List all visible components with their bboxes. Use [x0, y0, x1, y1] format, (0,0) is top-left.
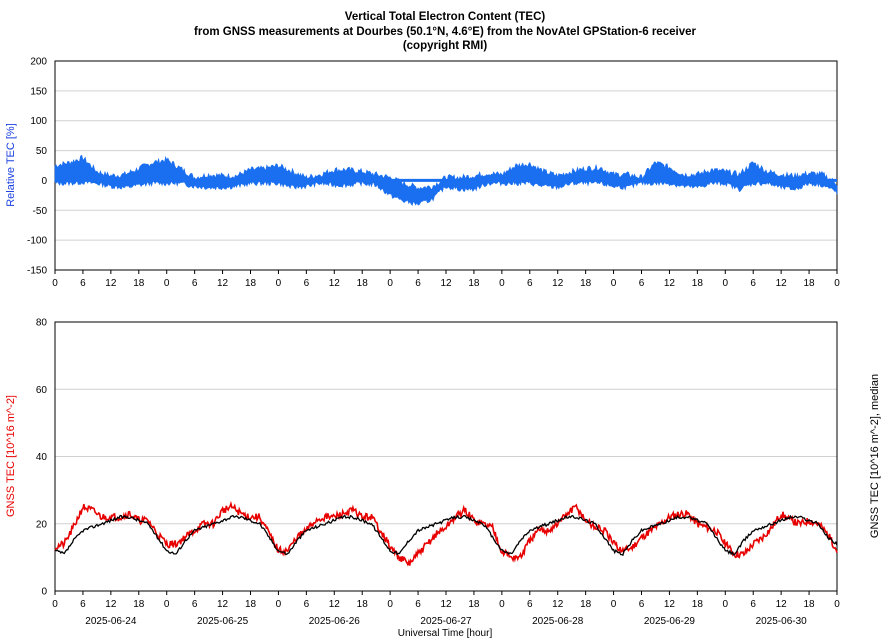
- x-tick-label: 6: [192, 278, 198, 289]
- gnss-tec-line: [54, 500, 838, 567]
- x-tick-label: 0: [723, 278, 729, 289]
- x-tick-label: 6: [80, 599, 86, 610]
- x-tick-label: 18: [580, 278, 592, 289]
- date-label: 2025-06-27: [420, 616, 472, 627]
- median-tec-line: [54, 514, 838, 557]
- x-tick-label: 18: [357, 599, 369, 610]
- gnss-median-ylabel: GNSS TEC [10^16 m^-2], median: [869, 374, 881, 538]
- x-tick-label: 6: [304, 599, 310, 610]
- x-tick-label: 18: [468, 278, 480, 289]
- date-label: 2025-06-28: [532, 616, 584, 627]
- x-tick-label: 18: [692, 278, 704, 289]
- plot-frame: [54, 321, 838, 592]
- x-tick-label: 18: [133, 599, 145, 610]
- y-tick-label: -150: [27, 266, 47, 277]
- x-tick-label: 12: [440, 278, 452, 289]
- x-tick-label: 12: [105, 599, 117, 610]
- x-tick-label: 12: [329, 599, 341, 610]
- date-label: 2025-06-30: [756, 616, 808, 627]
- x-tick-label: 12: [217, 278, 229, 289]
- x-tick-label: 12: [664, 278, 676, 289]
- x-tick-label: 6: [750, 278, 756, 289]
- x-tick-label: 0: [834, 599, 840, 610]
- y-tick-label: 100: [30, 116, 47, 127]
- chart-title-line1: Vertical Total Electron Content (TEC): [345, 11, 546, 23]
- y-tick-label: 20: [36, 519, 48, 530]
- x-tick-label: 18: [245, 278, 257, 289]
- x-tick-label: 12: [776, 599, 788, 610]
- x-tick-label: 0: [52, 278, 58, 289]
- x-tick-label: 6: [639, 599, 645, 610]
- y-tick-label: 200: [30, 57, 47, 68]
- y-tick-label: 40: [36, 452, 48, 463]
- x-tick-label: 18: [804, 278, 816, 289]
- x-tick-label: 0: [499, 599, 505, 610]
- x-tick-label: 18: [245, 599, 257, 610]
- x-tick-label: 6: [304, 278, 310, 289]
- x-tick-label: 18: [804, 599, 816, 610]
- x-tick-label: 12: [664, 599, 676, 610]
- y-tick-label: 80: [36, 318, 48, 329]
- x-tick-label: 0: [834, 278, 840, 289]
- x-tick-label: 6: [527, 599, 533, 610]
- date-label: 2025-06-24: [85, 616, 137, 627]
- x-tick-label: 6: [527, 278, 533, 289]
- x-tick-label: 6: [639, 278, 645, 289]
- x-tick-label: 0: [387, 278, 393, 289]
- x-tick-label: 6: [750, 599, 756, 610]
- x-tick-label: 0: [499, 278, 505, 289]
- x-tick-label: 0: [611, 599, 617, 610]
- x-tick-label: 0: [276, 278, 282, 289]
- x-tick-label: 12: [552, 278, 564, 289]
- x-tick-label: 6: [415, 278, 421, 289]
- relative-tec-ylabel: Relative TEC [%]: [5, 123, 17, 207]
- x-tick-label: 18: [580, 599, 592, 610]
- x-tick-label: 12: [552, 599, 564, 610]
- x-tick-label: 0: [164, 599, 170, 610]
- y-tick-label: 50: [36, 146, 48, 157]
- date-label: 2025-06-26: [309, 616, 361, 627]
- x-tick-label: 6: [80, 278, 86, 289]
- y-tick-label: 0: [41, 587, 47, 598]
- x-tick-label: 0: [164, 278, 170, 289]
- x-tick-label: 0: [276, 599, 282, 610]
- x-tick-label: 12: [105, 278, 117, 289]
- chart-title-line2: from GNSS measurements at Dourbes (50.1°…: [194, 26, 696, 38]
- x-tick-label: 12: [217, 599, 229, 610]
- chart-title-line3: (copyright RMI): [403, 40, 487, 52]
- y-tick-label: -50: [33, 206, 48, 217]
- gnss-tec-ylabel: GNSS TEC [10^16 m^-2]: [5, 395, 17, 517]
- x-tick-label: 6: [415, 599, 421, 610]
- x-tick-label: 12: [776, 278, 788, 289]
- x-tick-label: 0: [611, 278, 617, 289]
- x-tick-label: 0: [723, 599, 729, 610]
- x-tick-label: 18: [357, 278, 369, 289]
- y-tick-label: -100: [27, 236, 47, 247]
- date-label: 2025-06-25: [197, 616, 249, 627]
- y-tick-label: 150: [30, 86, 47, 97]
- x-tick-label: 12: [440, 599, 452, 610]
- x-tick-label: 18: [133, 278, 145, 289]
- x-tick-label: 6: [192, 599, 198, 610]
- relative-tec-panel: 200 150 100 50 0 -50 -100 -150 0 6 12 18 0 6 12 18 0 6 12 1…: [27, 57, 840, 290]
- y-tick-label: 0: [41, 176, 47, 187]
- x-tick-label: 18: [468, 599, 480, 610]
- x-tick-label: 12: [329, 278, 341, 289]
- x-tick-label: 0: [52, 599, 58, 610]
- y-tick-label: 60: [36, 385, 48, 396]
- date-label: 2025-06-29: [644, 616, 696, 627]
- x-tick-label: 18: [692, 599, 704, 610]
- x-axis-label: Universal Time [hour]: [398, 628, 493, 639]
- x-tick-label: 0: [387, 599, 393, 610]
